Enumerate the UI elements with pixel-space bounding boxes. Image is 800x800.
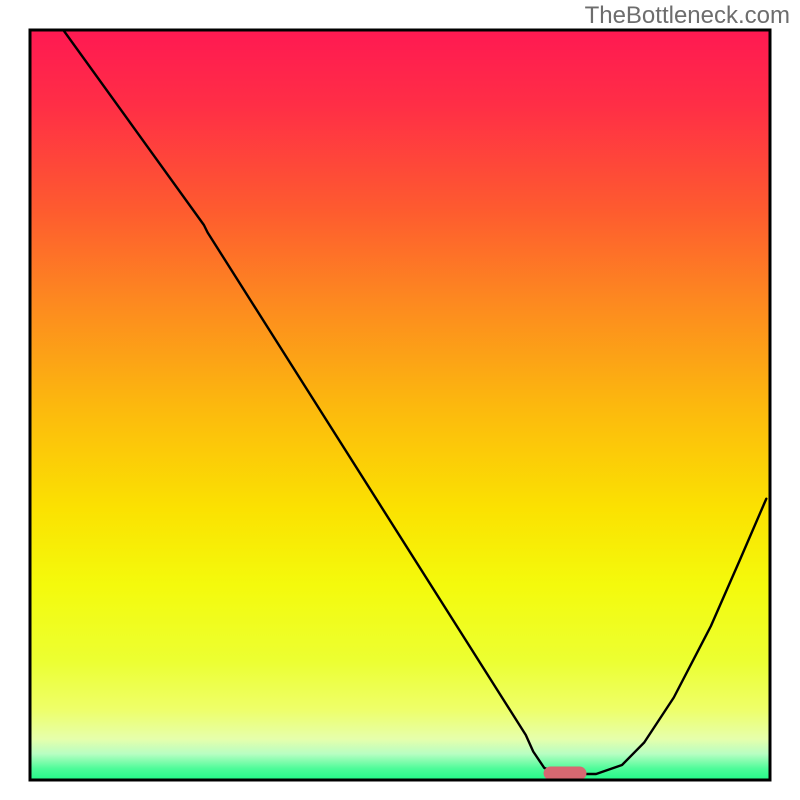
chart-background-gradient <box>30 30 770 780</box>
chart-canvas <box>0 0 800 800</box>
bottleneck-chart: TheBottleneck.com <box>0 0 800 800</box>
optimal-point-marker <box>544 767 587 781</box>
